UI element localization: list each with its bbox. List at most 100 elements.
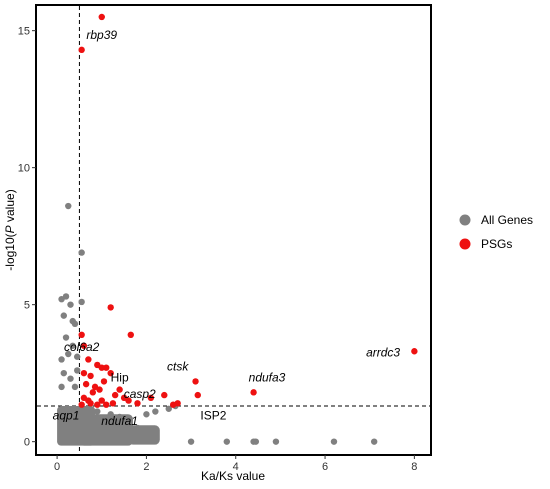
gene-label: Hip [111, 370, 129, 384]
gene-label: aqp1 [53, 409, 80, 423]
legend-swatch [459, 238, 471, 250]
psg-point [250, 389, 257, 396]
y-tick-label: 5 [24, 300, 30, 312]
all-genes-point [71, 320, 79, 328]
psg-point [87, 400, 94, 407]
all-genes-point [67, 301, 74, 308]
psg-point [100, 378, 108, 385]
all-genes-point [370, 438, 378, 445]
psg-point [161, 391, 168, 399]
psg-point [78, 331, 85, 339]
y-tick-label: 0 [24, 437, 30, 449]
psg-point [85, 356, 92, 363]
x-tick-label: 0 [54, 461, 60, 473]
legend-swatch [459, 214, 471, 226]
psg-point [194, 391, 201, 399]
all-genes-point [252, 438, 260, 445]
x-tick-label: 6 [322, 461, 328, 473]
all-genes-point [116, 413, 123, 421]
all-genes-point [111, 430, 119, 437]
all-genes-point [125, 419, 132, 426]
all-genes-point [58, 356, 65, 363]
all-genes-point [98, 416, 105, 423]
all-genes-point [107, 411, 114, 418]
psg-point [116, 386, 123, 393]
gene-label: ndufa1 [101, 414, 138, 428]
y-tick-label: 15 [18, 26, 30, 38]
all-genes-point [78, 298, 85, 306]
all-genes-point [330, 438, 338, 445]
gene-annotations: rbp39 col6a2 Hip casp2 ctsk ndufa3 arrdc3 ISP2 a… [53, 28, 401, 428]
y-axis-title: -log10(P value) [3, 189, 17, 270]
psg-point [107, 304, 114, 311]
gene-label: ISP2 [200, 409, 226, 423]
all-genes-point [62, 293, 70, 300]
psg-point [192, 378, 199, 385]
psg-point [94, 401, 101, 408]
y-axis-title-suffix: value) [3, 189, 17, 225]
all-genes-point [94, 408, 101, 415]
all-genes-point [67, 375, 74, 382]
all-genes-point [65, 202, 72, 210]
all-genes-point [100, 427, 108, 434]
psg-point [98, 397, 105, 404]
all-genes-point [223, 438, 231, 445]
legend: All Genes PSGs [459, 213, 533, 251]
psg-point [89, 389, 97, 396]
all-genes-point [73, 353, 81, 360]
psg-point [111, 391, 119, 399]
all-genes-point [71, 383, 79, 391]
y-axis-title-italic: P [3, 225, 17, 233]
all-genes-point [165, 405, 172, 412]
psg-point [103, 401, 110, 408]
all-genes-point [120, 424, 128, 432]
psg-point [147, 394, 155, 402]
psg-point [98, 13, 105, 21]
all-genes-point [62, 334, 70, 341]
all-genes-point [78, 249, 85, 256]
psg-point [87, 372, 94, 380]
plot-panel: 0 2 4 6 8 0 5 10 15 rbp39 col6a2 Hip casp2 ctsk nduf… [18, 4, 432, 473]
x-tick-label: 8 [411, 461, 417, 473]
legend-label: PSGs [481, 237, 512, 251]
psg-point [134, 400, 141, 407]
psg-point [98, 364, 105, 371]
all-genes-point [143, 411, 150, 418]
all-genes-point [187, 438, 195, 445]
psg-point [411, 348, 418, 355]
legend-label: All Genes [481, 213, 533, 227]
all-genes-point [96, 432, 103, 440]
gene-label: col6a2 [64, 340, 100, 354]
gene-label: casp2 [124, 387, 156, 401]
all-genes-point [73, 367, 81, 374]
gene-label: ndufa3 [249, 370, 286, 384]
x-axis-title: Ka/Ks value [201, 469, 265, 483]
gene-label: arrdc3 [366, 346, 400, 360]
psg-point [78, 401, 85, 408]
psg-point [127, 331, 134, 339]
reference-lines [37, 6, 430, 454]
all-genes-point [134, 424, 141, 432]
all-genes-point [58, 383, 65, 391]
psg-point [109, 400, 117, 407]
gene-label: ctsk [167, 359, 189, 373]
x-tick-label: 2 [143, 461, 149, 473]
data-points [57, 13, 418, 446]
psg-point [80, 369, 88, 377]
y-tick-label: 10 [18, 163, 30, 175]
all-genes-point [129, 430, 137, 437]
gene-label: rbp39 [86, 28, 117, 42]
psg-point [125, 397, 132, 404]
psg-point [170, 401, 177, 408]
x-tick-label: 4 [233, 461, 239, 473]
all-genes-point [272, 438, 280, 445]
psg-point [103, 364, 110, 371]
x-axis-ticks: 0 2 4 6 8 [54, 455, 417, 473]
y-axis-ticks: 0 5 10 15 [18, 26, 36, 449]
psg-point [96, 386, 103, 393]
psg-point [80, 342, 88, 349]
all-genes-point [60, 312, 67, 319]
all-genes-point [65, 350, 72, 358]
all-genes-point [105, 422, 112, 429]
